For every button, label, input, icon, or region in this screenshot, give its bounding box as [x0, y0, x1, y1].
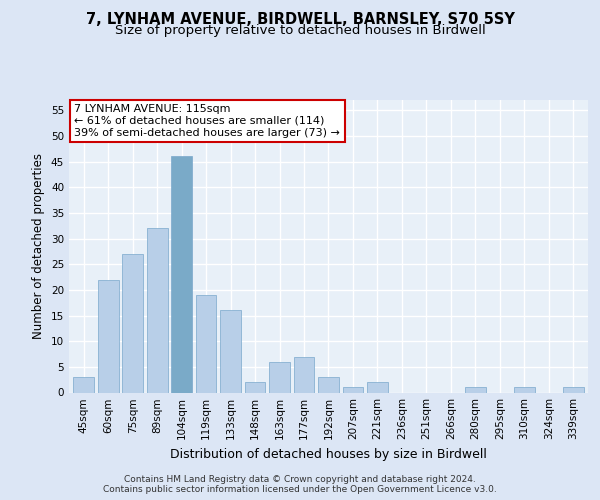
- Bar: [343, 388, 364, 392]
- Bar: [245, 382, 265, 392]
- Bar: [171, 156, 192, 392]
- Text: 7 LYNHAM AVENUE: 115sqm
← 61% of detached houses are smaller (114)
39% of semi-d: 7 LYNHAM AVENUE: 115sqm ← 61% of detache…: [74, 104, 340, 138]
- Bar: [73, 377, 94, 392]
- Bar: [293, 356, 314, 392]
- Y-axis label: Number of detached properties: Number of detached properties: [32, 153, 46, 340]
- Bar: [318, 377, 339, 392]
- Bar: [98, 280, 119, 392]
- Bar: [196, 295, 217, 392]
- Bar: [563, 388, 584, 392]
- X-axis label: Distribution of detached houses by size in Birdwell: Distribution of detached houses by size …: [170, 448, 487, 461]
- Bar: [367, 382, 388, 392]
- Text: 7, LYNHAM AVENUE, BIRDWELL, BARNSLEY, S70 5SY: 7, LYNHAM AVENUE, BIRDWELL, BARNSLEY, S7…: [86, 12, 514, 28]
- Bar: [269, 362, 290, 392]
- Bar: [147, 228, 167, 392]
- Bar: [465, 388, 486, 392]
- Text: Size of property relative to detached houses in Birdwell: Size of property relative to detached ho…: [115, 24, 485, 37]
- Bar: [514, 388, 535, 392]
- Bar: [220, 310, 241, 392]
- Text: Contains HM Land Registry data © Crown copyright and database right 2024.
Contai: Contains HM Land Registry data © Crown c…: [103, 474, 497, 494]
- Bar: [122, 254, 143, 392]
